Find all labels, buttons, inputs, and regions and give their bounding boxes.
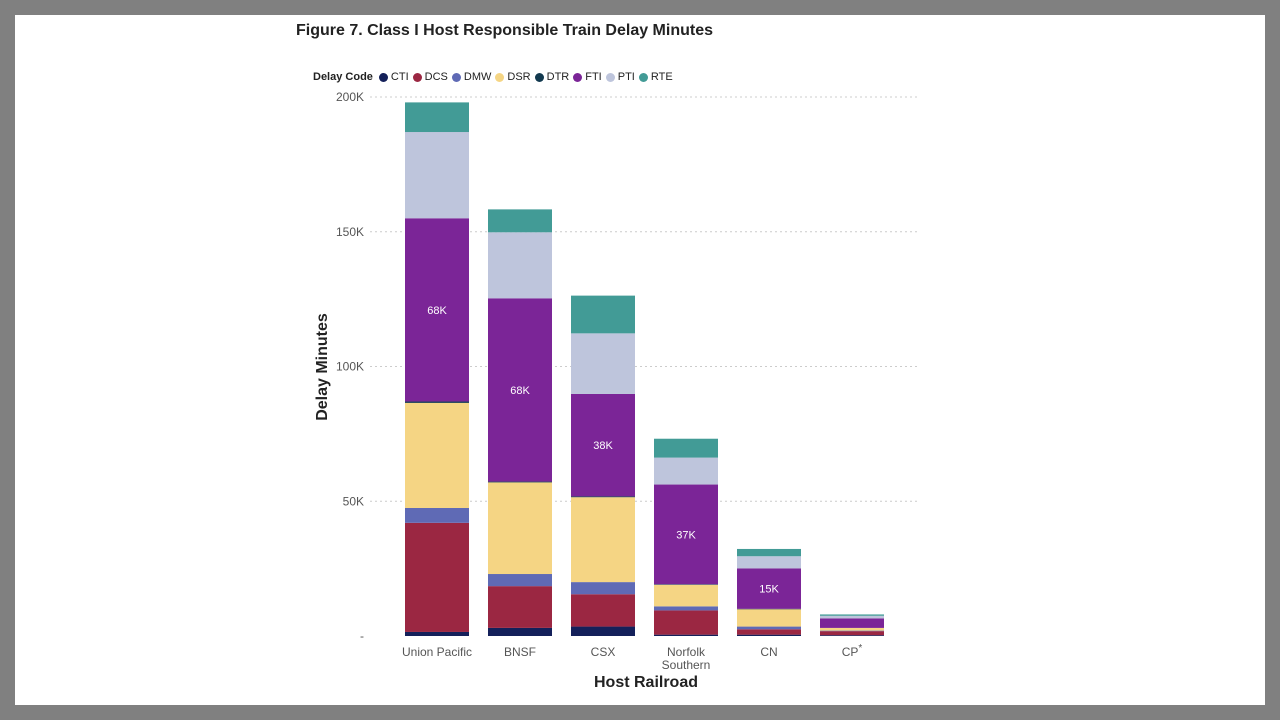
- bar-segment-pti: [820, 615, 884, 619]
- x-tick-label: CSX: [591, 645, 616, 659]
- data-label: 38K: [593, 440, 613, 452]
- bar-segment-dsr: [820, 627, 884, 631]
- data-label: 68K: [510, 385, 530, 397]
- bar-segment-cti: [654, 634, 718, 636]
- y-axis-title: Delay Minutes: [314, 313, 331, 421]
- x-tick-label: Norfolk: [667, 645, 706, 659]
- bar-segment-rte: [405, 102, 469, 133]
- bar-segment-fti: [654, 484, 718, 585]
- legend-item-cti: CTI: [378, 71, 409, 83]
- y-tick-label: 150K: [336, 225, 364, 239]
- bar-segment-cti: [405, 631, 469, 636]
- bar-segment-pti: [654, 457, 718, 485]
- y-tick-label: -: [360, 629, 364, 643]
- x-tick-label: CP*: [842, 643, 863, 659]
- chart-title: Figure 7. Class I Host Responsible Train…: [296, 22, 713, 39]
- bar-segment-dcs: [488, 586, 552, 628]
- bar-segment-rte: [820, 614, 884, 616]
- chart-frame: Figure 7. Class I Host Responsible Train…: [15, 15, 1265, 705]
- bar-segment-pti: [571, 333, 635, 394]
- bar-segment-dcs: [571, 594, 635, 627]
- legend-label: DCS: [424, 71, 448, 83]
- bar-segment-dcs: [654, 610, 718, 635]
- legend-dot: [412, 72, 422, 82]
- bar-segment-pti: [405, 132, 469, 219]
- bar-segment-rte: [488, 209, 552, 233]
- legend-item-dcs: DCS: [412, 71, 448, 83]
- legend-label: DTR: [546, 71, 570, 83]
- bar-segment-dcs: [737, 629, 801, 635]
- bar-segment-dtr: [571, 496, 635, 498]
- legend: Delay Code CTI DCS DMW DSR DTR FTI PTI RTE: [313, 71, 677, 83]
- bar-segment-dcs: [820, 631, 884, 636]
- data-label: 15K: [759, 584, 779, 596]
- legend-label: PTI: [617, 71, 635, 83]
- y-tick-label: 50K: [343, 494, 364, 508]
- bar-segment-dsr: [571, 497, 635, 583]
- legend-item-rte: RTE: [638, 71, 673, 83]
- bar-segment-dtr: [737, 608, 801, 610]
- bar-segment-cti: [488, 627, 552, 636]
- bar-segment-dsr: [488, 482, 552, 575]
- legend-dot: [495, 72, 505, 82]
- bar-segment-cti: [737, 634, 801, 636]
- bar-segment-dsr: [654, 584, 718, 607]
- bar-segment-fti: [488, 298, 552, 482]
- legend-item-fti: FTI: [573, 71, 602, 83]
- bar-segment-dmw: [405, 507, 469, 523]
- bar-segment-cti: [820, 635, 884, 636]
- legend-label: FTI: [585, 71, 602, 83]
- legend-label: RTE: [650, 71, 673, 83]
- legend-item-dsr: DSR: [495, 71, 531, 83]
- legend-dot: [534, 72, 544, 82]
- bar-segment-dmw: [820, 630, 884, 632]
- legend-label: DSR: [507, 71, 531, 83]
- bar-segment-pti: [488, 232, 552, 299]
- data-label: 37K: [676, 529, 696, 541]
- bar-chart: - 50K 100K 150K 200K Union Pacific 68K BNSF 68K C…: [314, 90, 920, 691]
- bar-segment-dsr: [405, 402, 469, 508]
- legend-title: Delay Code: [313, 71, 373, 83]
- legend-item-dtr: DTR: [534, 71, 570, 83]
- bar-segment-dtr: [654, 584, 718, 585]
- bar-segment-rte: [737, 548, 801, 557]
- legend-item-dmw: DMW: [451, 71, 492, 83]
- bar-segment-dtr: [488, 481, 552, 483]
- bar-segment-dmw: [654, 606, 718, 611]
- legend-label: DMW: [463, 71, 492, 83]
- legend-items: CTI DCS DMW DSR DTR FTI PTI RTE: [378, 71, 677, 83]
- legend-dot: [638, 72, 648, 82]
- x-tick-label: BNSF: [504, 645, 536, 659]
- x-tick-label: CN: [760, 645, 777, 659]
- bar-segment-fti: [820, 618, 884, 628]
- legend-item-pti: PTI: [605, 71, 635, 83]
- bar-segment-dtr: [405, 401, 469, 403]
- y-tick-label: 200K: [336, 90, 364, 104]
- bar-segment-fti: [571, 393, 635, 497]
- y-tick-label: 100K: [336, 360, 364, 374]
- bar-segment-fti: [405, 218, 469, 402]
- x-tick-label-line2: Southern: [662, 658, 711, 672]
- x-tick-label: Union Pacific: [402, 645, 472, 659]
- bar-segment-fti: [737, 568, 801, 609]
- bar-segment-dcs: [405, 522, 469, 632]
- legend-label: CTI: [390, 71, 409, 83]
- legend-dot: [605, 72, 615, 82]
- bar-segment-dmw: [488, 574, 552, 587]
- legend-dot: [573, 72, 583, 82]
- bar-segment-dmw: [571, 582, 635, 595]
- bar-segment-rte: [654, 438, 718, 458]
- legend-dot: [451, 72, 461, 82]
- bar-segment-cti: [571, 626, 635, 636]
- data-label: 68K: [427, 305, 447, 317]
- legend-dot: [378, 72, 388, 82]
- bar-segment-rte: [571, 295, 635, 334]
- bar-segment-dmw: [737, 626, 801, 630]
- x-axis-title: Host Railroad: [594, 674, 698, 691]
- bar-segment-pti: [737, 556, 801, 569]
- bar-segment-dsr: [737, 609, 801, 627]
